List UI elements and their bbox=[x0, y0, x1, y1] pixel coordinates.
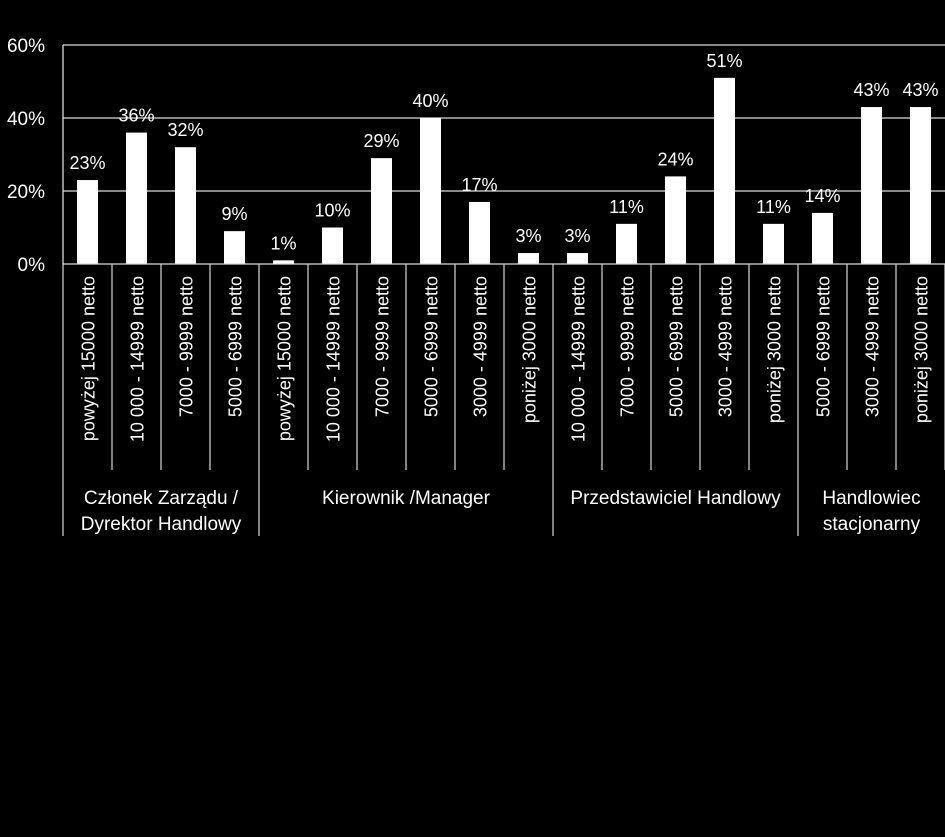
category-label: poniżej 3000 netto bbox=[520, 276, 540, 423]
bar bbox=[861, 107, 882, 264]
bar bbox=[763, 223, 784, 264]
bar-value-label: 14% bbox=[804, 186, 840, 206]
bar-value-label: 43% bbox=[853, 80, 889, 100]
group-label: Przedstawiciel Handlowy bbox=[570, 488, 781, 509]
bar-value-label: 36% bbox=[118, 106, 154, 126]
category-label: 7000 - 9999 netto bbox=[618, 276, 638, 417]
y-tick-label: 40% bbox=[7, 109, 45, 130]
bar-value-label: 32% bbox=[167, 120, 203, 140]
category-label: 3000 - 4999 netto bbox=[471, 276, 491, 417]
category-label: 3000 - 4999 netto bbox=[863, 276, 883, 417]
y-axis-tick-labels: 0% 20% 40% 60% bbox=[7, 36, 45, 276]
bar bbox=[665, 176, 686, 264]
bar-value-label: 3% bbox=[564, 226, 590, 246]
bar bbox=[567, 253, 588, 264]
bar bbox=[812, 212, 833, 264]
group-label: Dyrektor Handlowy bbox=[81, 514, 242, 535]
bar-value-label: 11% bbox=[756, 197, 791, 217]
bar-value-label: 1% bbox=[270, 233, 296, 253]
bar bbox=[910, 107, 931, 264]
bars bbox=[77, 77, 931, 264]
bar-value-label: 11% bbox=[609, 197, 644, 217]
bar bbox=[224, 231, 245, 264]
category-label: 7000 - 9999 netto bbox=[373, 276, 393, 417]
category-label: powyżej 15000 netto bbox=[275, 276, 295, 441]
group-label: Członek Zarządu / bbox=[84, 488, 239, 509]
bar-value-label: 24% bbox=[657, 149, 693, 169]
category-label: 10 000 - 14999 netto bbox=[569, 276, 589, 442]
category-label: 10 000 - 14999 netto bbox=[128, 276, 148, 442]
bar bbox=[518, 253, 539, 264]
category-labels: powyżej 15000 netto 10 000 - 14999 netto 7… bbox=[79, 276, 932, 442]
bar bbox=[714, 77, 735, 264]
bar-value-label: 29% bbox=[363, 131, 399, 151]
category-label: 5000 - 6999 netto bbox=[814, 276, 834, 417]
bar bbox=[420, 118, 441, 264]
y-tick-label: 60% bbox=[7, 36, 45, 57]
bar-value-label: 9% bbox=[221, 204, 247, 224]
bar-value-label: 43% bbox=[902, 80, 938, 100]
category-label: poniżej 3000 netto bbox=[765, 276, 785, 423]
bar bbox=[126, 132, 147, 264]
category-label: 5000 - 6999 netto bbox=[226, 276, 246, 417]
category-label: 10 000 - 14999 netto bbox=[324, 276, 344, 442]
bar bbox=[616, 223, 637, 264]
bar bbox=[175, 147, 196, 264]
category-label: 5000 - 6999 netto bbox=[422, 276, 442, 417]
bar-value-label: 17% bbox=[461, 175, 497, 195]
category-label: 7000 - 9999 netto bbox=[177, 276, 197, 417]
bar bbox=[469, 201, 490, 264]
bar bbox=[77, 180, 98, 264]
value-labels: 23% 36% 32% 9% 1% 10% 29% 40% 17% 3% 3% 11% 24% 51% 11… bbox=[69, 51, 938, 254]
bar bbox=[371, 158, 392, 264]
bar bbox=[322, 227, 343, 264]
bar-value-label: 40% bbox=[412, 91, 448, 111]
category-label: powyżej 15000 netto bbox=[79, 276, 99, 441]
bar-value-label: 3% bbox=[515, 226, 541, 246]
category-label: poniżej 3000 netto bbox=[912, 276, 932, 423]
x-axis bbox=[62, 45, 945, 536]
group-labels: Członek Zarządu / Dyrektor Handlowy Kierow… bbox=[81, 488, 921, 535]
group-label: Kierownik /Manager bbox=[322, 488, 491, 509]
y-tick-label: 20% bbox=[7, 182, 45, 203]
bar bbox=[273, 260, 294, 264]
group-label: stacjonarny bbox=[823, 514, 921, 535]
group-label: Handlowiec bbox=[822, 488, 920, 509]
bar-value-label: 23% bbox=[69, 153, 105, 173]
bar-value-label: 10% bbox=[314, 201, 350, 221]
category-label: 3000 - 4999 netto bbox=[716, 276, 736, 417]
category-label: 5000 - 6999 netto bbox=[667, 276, 687, 417]
gridlines bbox=[63, 44, 945, 192]
bar-value-label: 51% bbox=[706, 51, 742, 71]
y-tick-label: 0% bbox=[18, 255, 46, 276]
